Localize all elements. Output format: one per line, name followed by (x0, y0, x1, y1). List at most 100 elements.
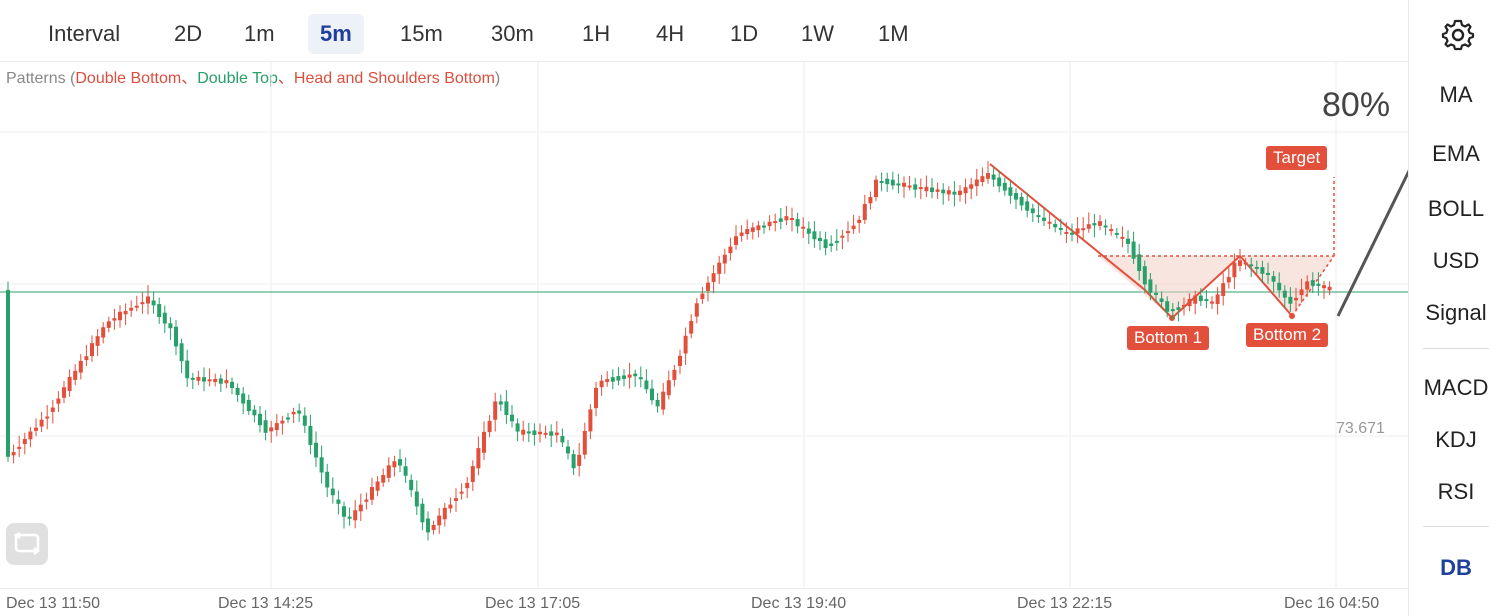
pattern-hs-bottom[interactable]: Head and Shoulders Bottom (293, 70, 495, 87)
candle-body (336, 499, 341, 504)
bottom-1-tag: Bottom 1 (1127, 326, 1210, 350)
candle-body (1159, 298, 1164, 302)
sidebar-item-db[interactable]: DB (1440, 555, 1472, 580)
candle-body (694, 303, 699, 317)
candle-body (84, 356, 89, 361)
candle-body (700, 293, 705, 300)
candle-body (532, 430, 537, 435)
interval-15m[interactable]: 15m (400, 21, 443, 46)
candle-body (1126, 238, 1130, 244)
bottom-1-marker (1169, 315, 1175, 321)
interval-1w[interactable]: 1W (801, 21, 834, 46)
candle-body (179, 343, 184, 362)
candle-body (358, 504, 363, 512)
candle-body (857, 219, 862, 223)
sidebar-item-kdj[interactable]: KDJ (1435, 427, 1477, 452)
pattern-double-top[interactable]: Double Top (197, 70, 278, 87)
candle-body (868, 196, 873, 204)
candle-body (403, 466, 408, 476)
candle-body (1187, 298, 1192, 307)
candle-body (1092, 223, 1097, 226)
candle-body (1042, 217, 1046, 221)
candle-body (342, 506, 346, 517)
sidebar-divider (1423, 348, 1489, 349)
swap-button[interactable] (6, 523, 48, 565)
candle-body (958, 190, 962, 196)
candle-body (806, 228, 811, 234)
candle-body (638, 377, 643, 380)
candle-body (834, 240, 839, 243)
candle-body (1070, 232, 1074, 235)
candle-body (633, 373, 638, 377)
sidebar-item-rsi[interactable]: RSI (1437, 479, 1475, 504)
candle-body (846, 231, 850, 234)
pattern-double-bottom[interactable]: Double Bottom (75, 70, 182, 87)
candle-body (274, 423, 279, 431)
candle-body (409, 479, 414, 491)
sidebar-item-ema[interactable]: EMA (1432, 141, 1480, 166)
sidebar-item-signal[interactable]: Signal (1425, 300, 1487, 325)
candle-body (1154, 292, 1158, 295)
candle-body (347, 516, 352, 519)
sidebar-item-boll[interactable]: BOLL (1427, 196, 1485, 221)
candle-body (790, 217, 794, 220)
sidebar-item-ma[interactable]: MA (1439, 82, 1473, 107)
gear-icon[interactable] (1441, 18, 1475, 52)
interval-30m[interactable]: 30m (491, 21, 534, 46)
candle-body (330, 488, 335, 496)
interval-5m[interactable]: 5m (308, 14, 364, 54)
candle-body (1238, 260, 1242, 266)
candle-body (1254, 266, 1259, 269)
candle-body (1176, 307, 1181, 310)
candle-body (465, 482, 470, 489)
candle-body (1103, 225, 1108, 228)
candle-body (521, 429, 526, 435)
interval-1h[interactable]: 1H (582, 21, 611, 46)
patterns-suffix: ) (494, 70, 501, 87)
candle-body (414, 491, 419, 507)
candlestick-chart[interactable] (0, 62, 1408, 588)
candle-body (123, 310, 128, 315)
candle-body (997, 177, 1002, 187)
candle-body (599, 380, 604, 388)
candle-body (661, 391, 666, 410)
candle-body (302, 415, 307, 426)
candle-body (745, 229, 750, 235)
candle-body (515, 423, 520, 432)
candle-body (297, 410, 302, 414)
candle-body (50, 407, 55, 412)
interval-1m[interactable]: 1m (244, 21, 275, 46)
interval-toolbar: Interval 2D 1m 5m 15m 30m 1H 4H 1D 1W 1M (0, 0, 1408, 62)
candle-body (386, 465, 391, 478)
sidebar-item-macd[interactable]: MACD (1423, 375, 1489, 400)
candle-body (437, 515, 442, 526)
interval-2d[interactable]: 2D (174, 21, 203, 46)
candle-body (151, 300, 156, 306)
candle-body (610, 377, 615, 382)
candle-body (459, 491, 464, 494)
candle-body (487, 420, 492, 433)
candle-body (241, 393, 246, 404)
candle-body (924, 186, 929, 192)
candle-body (258, 413, 262, 426)
candle-body (493, 401, 498, 420)
candle-body (650, 388, 654, 401)
candle-body (370, 487, 374, 500)
candle-body (230, 381, 234, 389)
candle-body (969, 184, 974, 189)
candle-body (1204, 299, 1209, 302)
sidebar-item-usd[interactable]: USD (1432, 248, 1480, 273)
candle-body (1294, 297, 1298, 301)
candle-body (582, 430, 587, 455)
interval-1d[interactable]: 1D (730, 21, 759, 46)
sidebar-divider (1423, 526, 1489, 527)
interval-4h[interactable]: 4H (656, 21, 685, 46)
candle-body (588, 409, 593, 432)
bottom-2-tag: Bottom 2 (1246, 323, 1329, 347)
candle-body (213, 378, 218, 383)
candle-body (918, 187, 923, 190)
candle-body (722, 254, 727, 264)
interval-1mo[interactable]: 1M (878, 21, 909, 46)
candle-body (6, 289, 10, 457)
patterns-legend: Patterns (Double Bottom、Double Top、Head … (6, 64, 500, 88)
